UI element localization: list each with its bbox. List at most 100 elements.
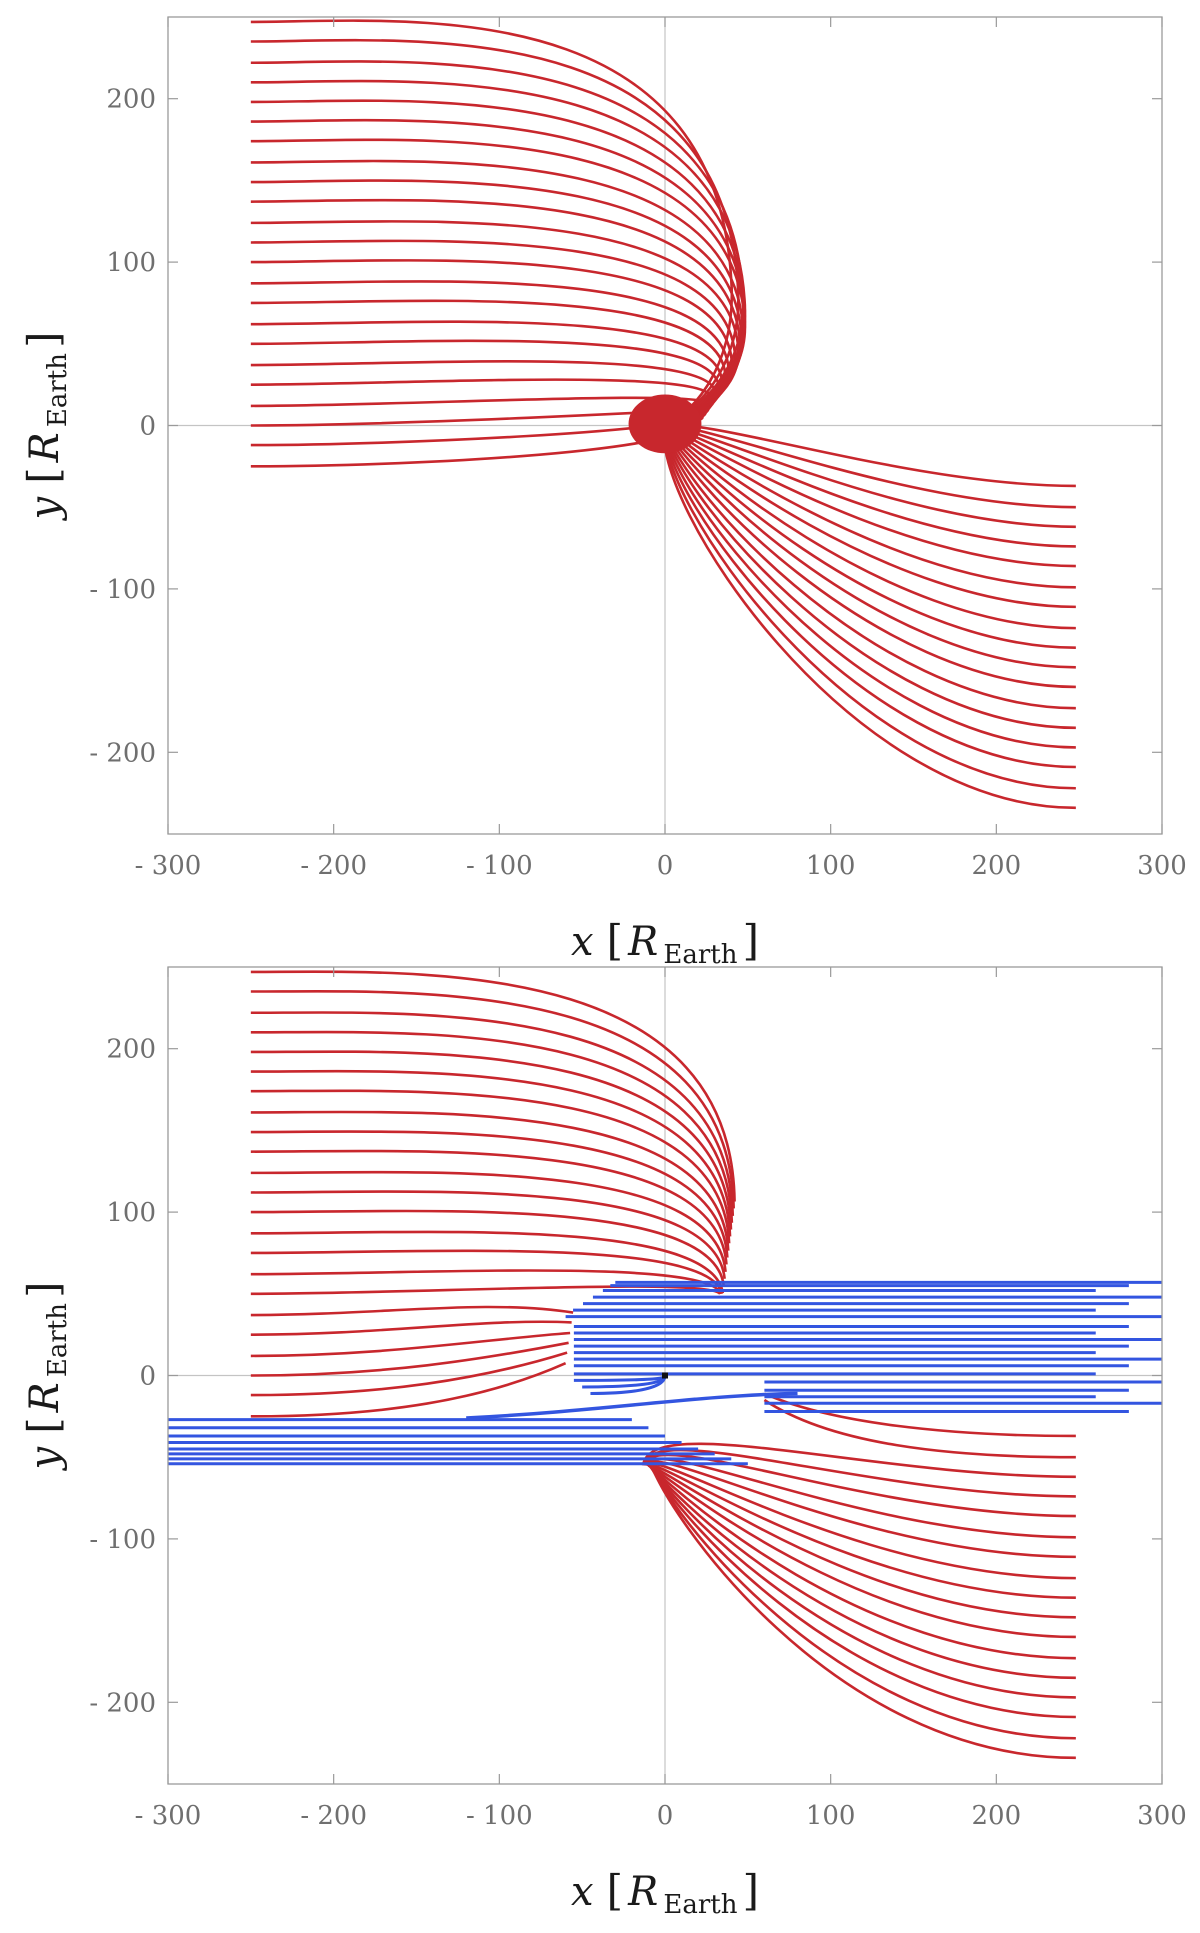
x-tick-labels-bottom: - 300 - 200 - 100 0 100 200 300 — [135, 1801, 1187, 1831]
field-line-lower — [647, 1464, 1076, 1660]
field-line-upper — [250, 1069, 732, 1237]
field-line-lower — [647, 1464, 1076, 1639]
field-line-lower — [645, 1463, 1076, 1600]
x-tick-label: - 100 — [466, 1801, 533, 1831]
field-line-lower — [663, 425, 1076, 730]
ticks-top — [167, 17, 1163, 834]
field-line-upper — [250, 1170, 727, 1273]
y-tick-labels-bottom: - 200 - 100 0 100 200 — [89, 1035, 156, 1719]
x-axis-unit-sub: Earth — [663, 1890, 737, 1920]
x-axis-unit-sub: Earth — [663, 940, 737, 970]
x-axis-label-top: x [ R Earth ] — [571, 916, 759, 970]
field-line-upper — [250, 1249, 724, 1295]
field-line-upper — [250, 1362, 567, 1418]
field-line-lower — [663, 425, 1076, 710]
y-tick-label: - 200 — [89, 738, 156, 768]
x-axis-unit: R — [627, 1869, 658, 1915]
x-tick-label: 0 — [657, 1801, 674, 1831]
blue-line-inner — [573, 1375, 667, 1382]
y-axis-unit: R — [22, 1382, 68, 1413]
plot-area-bottom — [168, 967, 1162, 1784]
y-axis-var: y — [22, 496, 68, 522]
field-line-lower — [664, 424, 1076, 568]
field-line-upper — [250, 1230, 725, 1294]
field-line-upper — [250, 1341, 569, 1377]
x-tick-label: 300 — [1137, 851, 1187, 881]
x-axis-var: x — [571, 919, 594, 965]
y-tick-label: 0 — [139, 1362, 156, 1392]
blue-line-crossing — [466, 1391, 798, 1420]
field-line-upper — [250, 1149, 728, 1265]
field-line-upper — [250, 1011, 735, 1216]
field-line-upper — [250, 38, 740, 427]
x-tick-label: 0 — [657, 851, 674, 881]
field-line-upper — [250, 79, 747, 427]
field-line-lower — [663, 425, 1076, 689]
x-axis-label-bottom: x [ R Earth ] — [571, 1866, 759, 1920]
field-line-lower — [650, 1464, 1076, 1760]
field-line-lower — [663, 425, 1076, 749]
y-tick-labels-top: - 200 - 100 0 100 200 — [89, 85, 156, 769]
field-line-lower — [646, 1464, 1076, 1619]
y-axis-unit-sub: Earth — [43, 353, 73, 427]
field-line-upper — [250, 1050, 733, 1230]
x-tick-label: - 200 — [300, 851, 367, 881]
x-axis-unit: R — [627, 919, 658, 965]
field-line-upper — [250, 1110, 730, 1251]
chart-panel-top: - 300 - 200 - 100 0 100 200 300 - 200 - 100 0 100… — [19, 16, 1187, 970]
field-line-lower — [645, 1462, 1076, 1580]
field-line-upper — [250, 1190, 726, 1279]
field-line-lower — [663, 424, 1076, 630]
field-line-lower — [648, 1464, 1076, 1680]
x-tick-label: 100 — [806, 851, 856, 881]
field-line-lower — [644, 1460, 1076, 1559]
field-line-lower — [643, 1453, 1076, 1518]
x-tick-label: - 300 — [135, 851, 202, 881]
field-line-upper — [250, 1209, 726, 1286]
x-tick-label: 200 — [972, 851, 1022, 881]
chart-panel-bottom: - 300 - 200 - 100 0 100 200 300 - 200 - 100 0 100… — [19, 966, 1187, 1920]
x-tick-label: - 100 — [466, 851, 533, 881]
field-line-upper — [250, 1320, 572, 1336]
field-line-lower — [648, 1464, 1076, 1699]
field-line-lower — [663, 425, 1076, 790]
field-line-upper — [250, 1130, 729, 1258]
y-axis-var: y — [22, 1446, 68, 1472]
x-axis-var: x — [571, 1869, 594, 1915]
field-line-upper — [250, 1030, 734, 1223]
y-tick-label: - 100 — [89, 575, 156, 605]
y-axis-label-bottom: y [ R Earth ] — [19, 1282, 73, 1472]
y-axis-unit: R — [22, 432, 68, 463]
field-line-upper — [250, 1305, 574, 1317]
field-line-upper — [250, 1331, 571, 1358]
x-tick-labels-top: - 300 - 200 - 100 0 100 200 300 — [135, 851, 1187, 881]
y-tick-label: 100 — [106, 1198, 156, 1228]
field-line-upper — [250, 1351, 568, 1397]
y-tick-label: - 200 — [89, 1688, 156, 1718]
x-tick-label: 300 — [1137, 1801, 1187, 1831]
field-line-upper — [250, 60, 745, 427]
x-tick-label: 200 — [972, 1801, 1022, 1831]
origin-cluster — [628, 394, 702, 454]
field-line-upper — [250, 1089, 731, 1244]
field-line-lower — [663, 425, 1076, 769]
field-line-upper — [250, 970, 736, 1202]
ticks-bottom — [167, 967, 1163, 1784]
origin-marker — [662, 1372, 668, 1379]
y-tick-label: 0 — [139, 412, 156, 442]
y-tick-label: 200 — [106, 1035, 156, 1065]
field-line-upper — [250, 1285, 722, 1296]
field-line-upper — [250, 19, 734, 427]
y-axis-unit-sub: Earth — [43, 1303, 73, 1377]
field-line-upper — [250, 989, 735, 1209]
y-tick-label: 100 — [106, 248, 156, 278]
y-axis-label-top: y [ R Earth ] — [19, 332, 73, 522]
y-tick-label: 200 — [106, 85, 156, 115]
field-line-lower — [649, 1464, 1076, 1719]
field-line-lower — [763, 1392, 1076, 1438]
x-tick-label: - 200 — [300, 1801, 367, 1831]
field-line-upper — [250, 198, 742, 427]
field-line-lower — [649, 1464, 1076, 1740]
x-tick-label: 100 — [806, 1801, 856, 1831]
